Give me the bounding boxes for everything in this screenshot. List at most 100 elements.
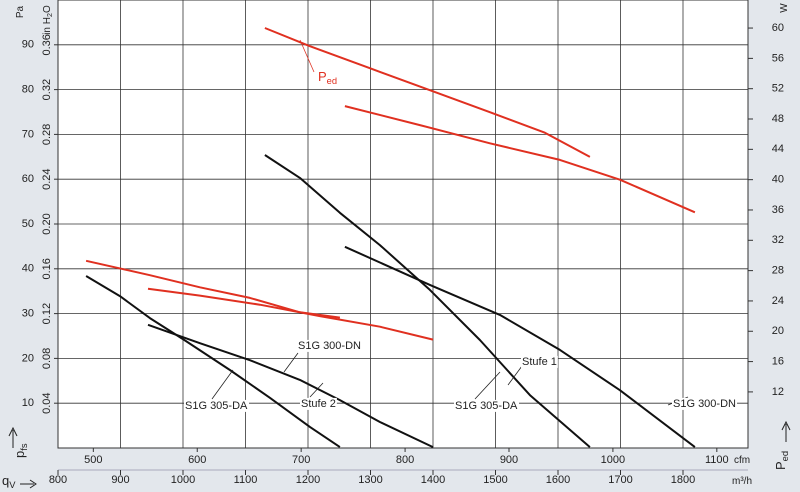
y2-symbol-sub: ed: [780, 451, 790, 461]
annotation: Ped: [318, 69, 337, 86]
annotation-bg: [454, 399, 520, 412]
x2-tick-label: 900: [500, 454, 518, 466]
x-symbol-main: q: [2, 473, 9, 488]
y-tick-label: 50: [22, 218, 34, 230]
y2-axis-label: W: [779, 3, 790, 13]
annotation-main: P: [318, 69, 327, 84]
annotation-leader: [507, 365, 523, 386]
x-tick-label: 1300: [358, 474, 382, 486]
y2-tick-label: 24: [772, 295, 784, 307]
y2-arrow: [781, 420, 791, 442]
y3-axis-label-sub: 2: [45, 13, 54, 17]
y3-tick-label: 0.32: [41, 79, 53, 100]
x2-tick-label: 600: [188, 454, 206, 466]
y2-tick-label: 28: [772, 265, 784, 277]
y3-tick-label: 0.28: [41, 124, 53, 145]
annotation-bg: [521, 355, 558, 368]
y-tick-label: 40: [22, 263, 34, 275]
y3-axis-label-tail: O: [42, 5, 53, 13]
curve: [264, 154, 591, 448]
x-tick-label: 900: [111, 474, 129, 486]
annotation: Stufe 1: [522, 356, 557, 368]
y2-symbol-main: P: [773, 461, 788, 470]
y2-axis-label-main: W: [779, 3, 790, 13]
y-tick-label: 60: [22, 173, 34, 185]
x2-tick-label: 800: [396, 454, 414, 466]
x-symbol-sub: V: [9, 480, 16, 490]
y2-tick-label: 40: [772, 174, 784, 186]
x2-tick-label: 1100: [705, 454, 729, 466]
annotation-main: S1G 305-DA: [185, 400, 248, 412]
y-symbol-main: p: [12, 451, 27, 458]
annotation-bg: [297, 339, 363, 352]
y3-tick-label: 0.04: [41, 392, 53, 413]
y2-tick-label: 48: [772, 113, 784, 125]
curve: [147, 287, 434, 341]
y3-tick-label: 0.20: [41, 213, 53, 234]
annotation-bg: [300, 397, 337, 410]
x-tick-label: 1500: [483, 474, 507, 486]
annotation: Stufe 2: [301, 398, 336, 410]
x2-tick-label: 500: [84, 454, 102, 466]
y3-axis-label-main: in H: [42, 17, 53, 35]
y3-axis-label: in H2O: [42, 5, 54, 35]
y-symbol-sub: fs: [19, 443, 29, 451]
annotation-leader: [309, 382, 324, 398]
curve: [85, 275, 341, 448]
y2-tick-label: 56: [772, 52, 784, 64]
y2-tick-label: 32: [772, 234, 784, 246]
y3-tick-label: 0.16: [41, 258, 53, 279]
x-tick-label: 1200: [296, 474, 320, 486]
curve: [344, 245, 696, 448]
y3-tick-label: 0.24: [41, 168, 53, 189]
x-axis-label: m³/h: [732, 476, 752, 487]
x-tick-label: 1100: [234, 474, 258, 486]
y-tick-label: 10: [22, 397, 34, 409]
x2-tick-label: 700: [292, 454, 310, 466]
annotation-bg: [184, 399, 250, 412]
x2-axis-label-main: cfm: [734, 455, 750, 466]
x-tick-label: 1600: [546, 474, 570, 486]
y3-tick-label: 0.12: [41, 303, 53, 324]
y-tick-label: 70: [22, 128, 34, 140]
annotation-main: S1G 300-DN: [673, 398, 736, 410]
curve: [264, 27, 591, 158]
annotation-bg: [317, 69, 339, 87]
x-tick-label: 1400: [421, 474, 445, 486]
annotation: S1G 300-DN: [298, 340, 361, 352]
y-axis-label: Pa: [15, 5, 26, 18]
y2-tick-label: 52: [772, 83, 784, 95]
y2-tick-label: 20: [772, 325, 784, 337]
annotation-leader: [283, 352, 299, 373]
annotation-main: Stufe 1: [522, 356, 557, 368]
x-arrow: [20, 479, 37, 489]
annotation: S1G 300-DN: [673, 398, 736, 410]
y-tick-label: 90: [22, 39, 34, 51]
y-arrow: [8, 426, 18, 448]
x2-axis-label: cfm: [734, 455, 750, 466]
annotation-leader: [299, 39, 315, 73]
y-axis-label-main: Pa: [15, 5, 26, 18]
y2-symbol: Ped: [773, 451, 790, 470]
x-tick-label: 1700: [608, 474, 632, 486]
y2-tick-label: 60: [772, 22, 784, 34]
y-symbol: pfs: [12, 443, 29, 458]
x-tick-label: 800: [49, 474, 67, 486]
annotation-main: S1G 300-DN: [298, 340, 361, 352]
annotation-leader: [211, 369, 234, 400]
x2-tick-label: 1000: [601, 454, 625, 466]
y3-tick-label: 0.36: [41, 34, 53, 55]
y3-tick-label: 0.08: [41, 348, 53, 369]
x-symbol: qV: [2, 473, 16, 490]
y-tick-label: 20: [22, 352, 34, 364]
y2-tick-label: 16: [772, 355, 784, 367]
x-tick-label: 1800: [671, 474, 695, 486]
curve: [344, 105, 696, 214]
y-tick-label: 30: [22, 308, 34, 320]
annotation: S1G 305-DA: [185, 400, 248, 412]
annotation: S1G 305-DA: [455, 400, 518, 412]
x-axis-label-main: m³/h: [732, 476, 752, 487]
annotation-main: S1G 305-DA: [455, 400, 518, 412]
x-tick-label: 1000: [171, 474, 195, 486]
